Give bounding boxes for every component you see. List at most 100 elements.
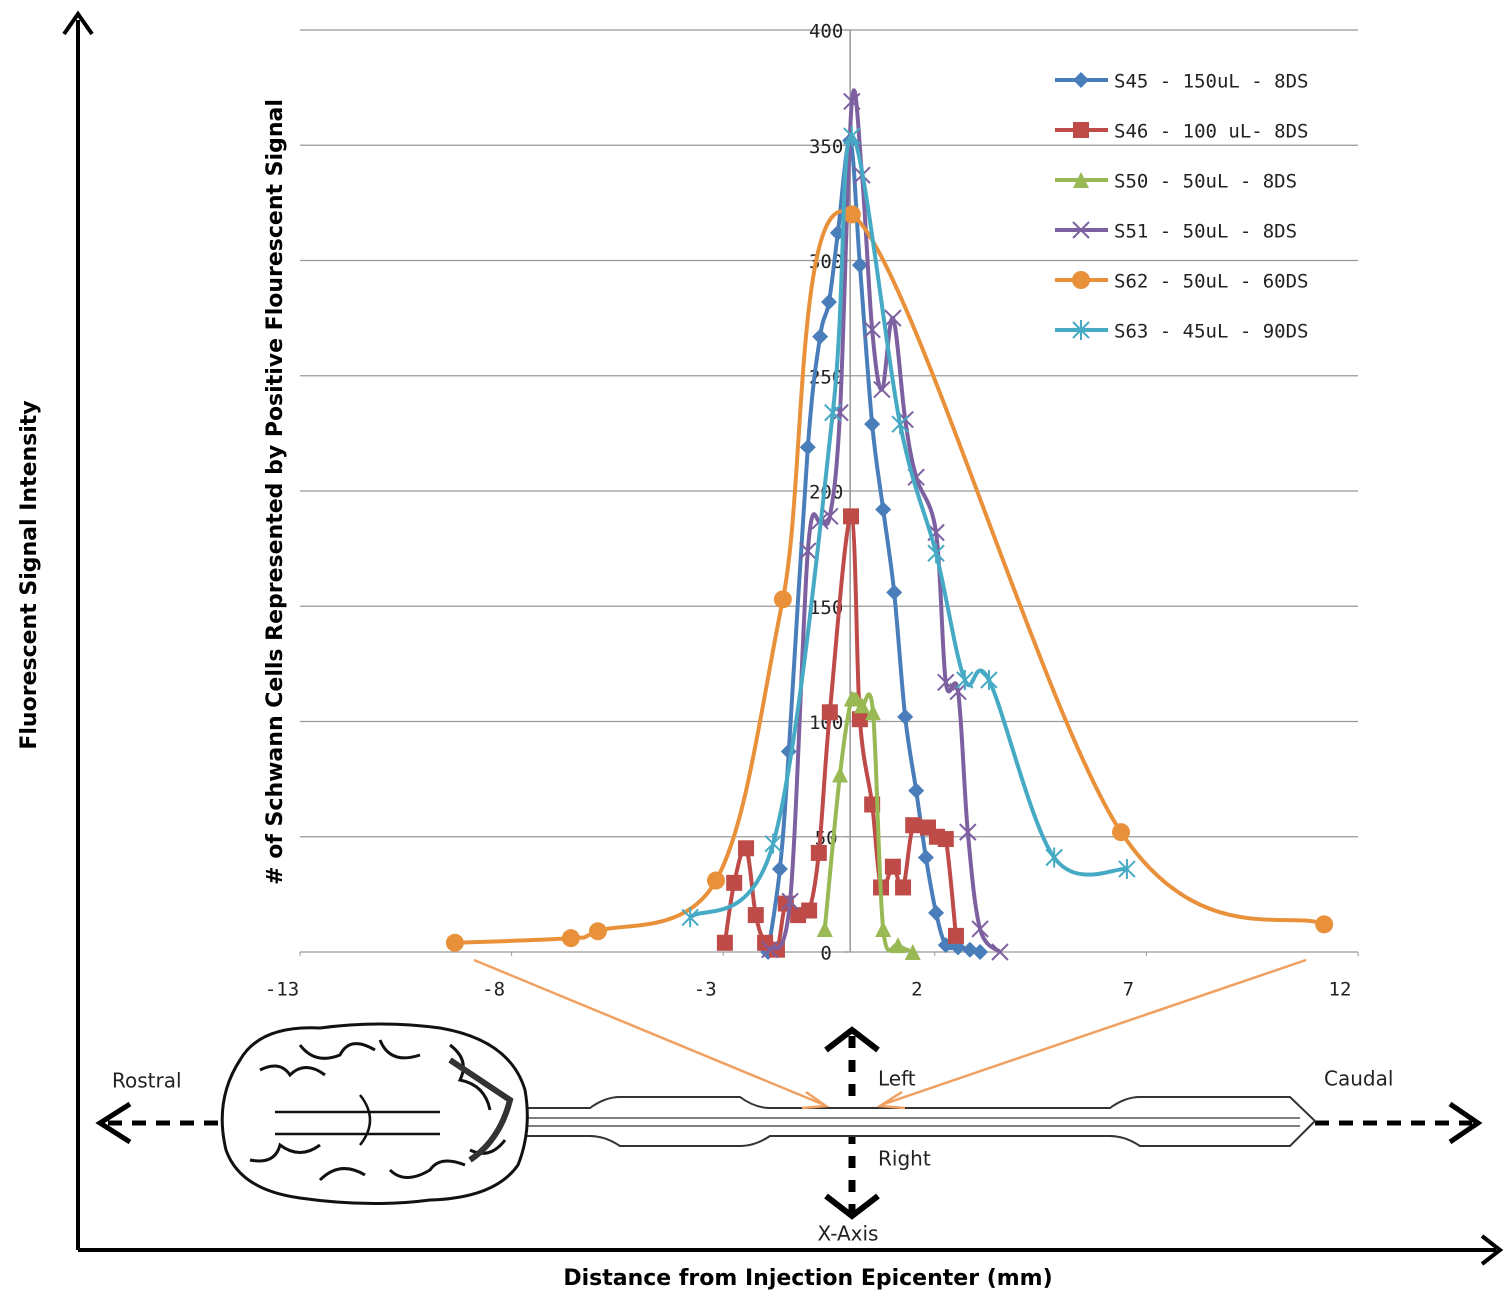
marker-square: [843, 508, 860, 525]
marker-square: [851, 711, 868, 728]
connector-arrow: [883, 958, 1307, 1106]
connector-arrowhead: [876, 1090, 906, 1110]
legend-label: S62 - 50uL - 60DS: [1114, 271, 1308, 293]
marker-asterisk: [927, 543, 945, 564]
connector-arrowhead: [801, 1090, 830, 1110]
marker-x: [863, 320, 881, 339]
marker-square: [905, 817, 922, 834]
series: S51 - 50uL - 8DS: [761, 88, 1297, 961]
marker-triangle: [843, 690, 860, 707]
outer-y-label: Fluorescent Signal Intensity: [17, 400, 42, 749]
y-tick-label: 400: [809, 21, 843, 43]
x-tick-label: -3: [694, 979, 717, 1001]
marker-diamond: [864, 416, 881, 433]
marker-diamond: [886, 584, 903, 601]
connector-arrow: [473, 958, 823, 1106]
y-axis-label: # of Schwann Cells Represented by Positi…: [263, 99, 288, 885]
marker-circle: [773, 590, 792, 609]
marker-x: [991, 943, 1009, 961]
left-label: Left: [878, 1067, 916, 1091]
marker-triangle: [904, 944, 921, 960]
brain: [220, 1022, 529, 1206]
series-line: [688, 134, 1128, 920]
marker-triangle: [1073, 172, 1089, 188]
outer-x-arrow: [1480, 1234, 1504, 1266]
marker-diamond: [875, 501, 892, 518]
marker-circle: [1072, 271, 1090, 289]
x-axis-caption: X-Axis: [818, 1222, 879, 1246]
marker-x: [884, 309, 902, 327]
series: S62 - 50uL - 60DS: [445, 205, 1334, 952]
marker-x: [843, 92, 861, 111]
marker-asterisk: [891, 414, 909, 435]
marker-triangle: [889, 937, 906, 954]
legend-label: S46 - 100 uL- 8DS: [1114, 121, 1308, 143]
marker-square: [726, 874, 743, 891]
marker-asterisk: [1045, 847, 1063, 868]
x-tick-label: -13: [265, 979, 299, 1001]
y-tick-label: 0: [820, 943, 831, 965]
marker-triangle: [816, 920, 833, 937]
series: S50 - 50uL - 8DS: [816, 171, 1297, 960]
x-tick-label: 2: [911, 979, 922, 1001]
marker-square: [895, 879, 912, 896]
marker-asterisk: [843, 126, 861, 147]
caudal-label: Caudal: [1324, 1067, 1393, 1091]
marker-triangle: [865, 704, 882, 721]
marker-asterisk: [764, 833, 782, 854]
marker-square: [937, 831, 954, 848]
caudal-arrowhead: [1448, 1101, 1483, 1145]
marker-square: [821, 704, 838, 721]
marker-asterisk: [1118, 859, 1136, 880]
marker-diamond: [1073, 72, 1089, 88]
marker-square: [738, 840, 755, 857]
marker-x: [781, 892, 799, 910]
marker-circle: [1315, 915, 1334, 934]
marker-x: [761, 940, 779, 959]
marker-diamond: [928, 904, 945, 921]
left-arrowhead: [824, 1026, 880, 1053]
right-arrowhead: [824, 1193, 880, 1220]
marker-diamond: [917, 849, 934, 866]
marker-square: [884, 858, 901, 875]
marker-x: [799, 542, 817, 560]
marker-square: [947, 927, 964, 944]
marker-diamond: [799, 439, 816, 456]
marker-square: [801, 902, 818, 919]
marker-triangle: [875, 920, 892, 937]
marker-square: [716, 934, 733, 951]
outer-y-arrow: [62, 10, 94, 36]
marker-diamond: [771, 861, 788, 878]
marker-diamond: [972, 944, 989, 960]
marker-circle: [588, 922, 607, 941]
marker-square: [810, 844, 827, 861]
x-tick-label: 12: [1329, 979, 1352, 1001]
series: S63 - 45uL - 90DS: [681, 126, 1308, 928]
marker-triangle: [832, 766, 849, 783]
marker-asterisk: [681, 907, 699, 928]
series: S46 - 100 uL- 8DS: [716, 121, 1308, 958]
marker-diamond: [821, 293, 837, 310]
legend-label: S50 - 50uL - 8DS: [1114, 171, 1297, 193]
marker-x: [821, 507, 839, 526]
legend-label: S45 - 150uL - 8DS: [1114, 71, 1308, 93]
legend-label: S63 - 45uL - 90DS: [1114, 321, 1308, 343]
marker-x: [873, 380, 891, 399]
marker-asterisk: [980, 670, 998, 691]
marker-square: [1073, 122, 1089, 138]
marker-x: [937, 673, 955, 692]
spinal-cord: [439, 1096, 1317, 1147]
marker-triangle: [854, 697, 871, 714]
marker-x: [1072, 221, 1090, 239]
marker-diamond: [851, 257, 868, 274]
marker-x: [949, 682, 967, 701]
right-label: Right: [878, 1147, 931, 1171]
marker-x: [971, 920, 989, 938]
y-tick-label: 350: [809, 136, 843, 158]
legend-label: S51 - 50uL - 8DS: [1114, 221, 1297, 243]
marker-circle: [1112, 823, 1131, 842]
marker-diamond: [908, 782, 925, 799]
